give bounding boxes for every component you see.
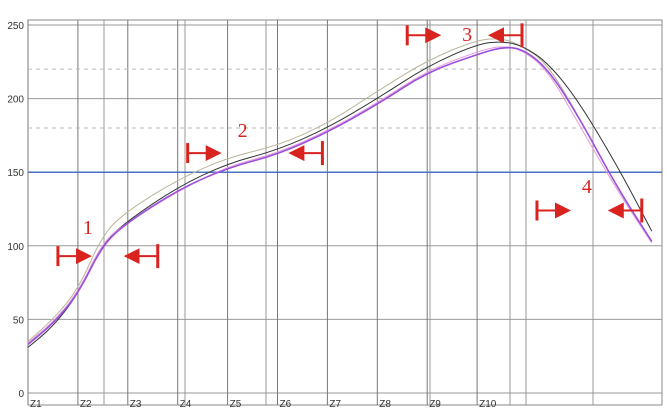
y-tick-label: 250 <box>7 21 24 32</box>
plot-frame <box>27 19 663 406</box>
series-line-3 <box>27 46 653 346</box>
x-tick-label: Z9 <box>429 399 441 410</box>
x-tick-label: Z1 <box>30 399 42 410</box>
annotation-label: 1 <box>83 217 93 239</box>
x-tick-label: Z4 <box>180 399 192 410</box>
y-tick-label: 200 <box>7 95 24 106</box>
series-line-2 <box>27 46 653 344</box>
y-tick-label: 150 <box>7 168 24 179</box>
annotation-label: 2 <box>238 120 248 142</box>
x-tick-label: Z5 <box>230 399 242 410</box>
y-tick-label: 100 <box>7 242 24 253</box>
x-tick-label: Z6 <box>280 399 292 410</box>
annotation-label: 3 <box>462 24 472 46</box>
x-tick-label: Z7 <box>329 399 341 410</box>
y-tick-label: 50 <box>13 315 25 326</box>
x-tick-label: Z10 <box>479 399 497 410</box>
y-tick-label: 0 <box>18 389 24 400</box>
x-tick-label: Z2 <box>80 399 92 410</box>
x-tick-label: Z8 <box>379 399 391 410</box>
x-tick-label: Z3 <box>130 399 142 410</box>
annotation-label: 4 <box>582 176 592 198</box>
